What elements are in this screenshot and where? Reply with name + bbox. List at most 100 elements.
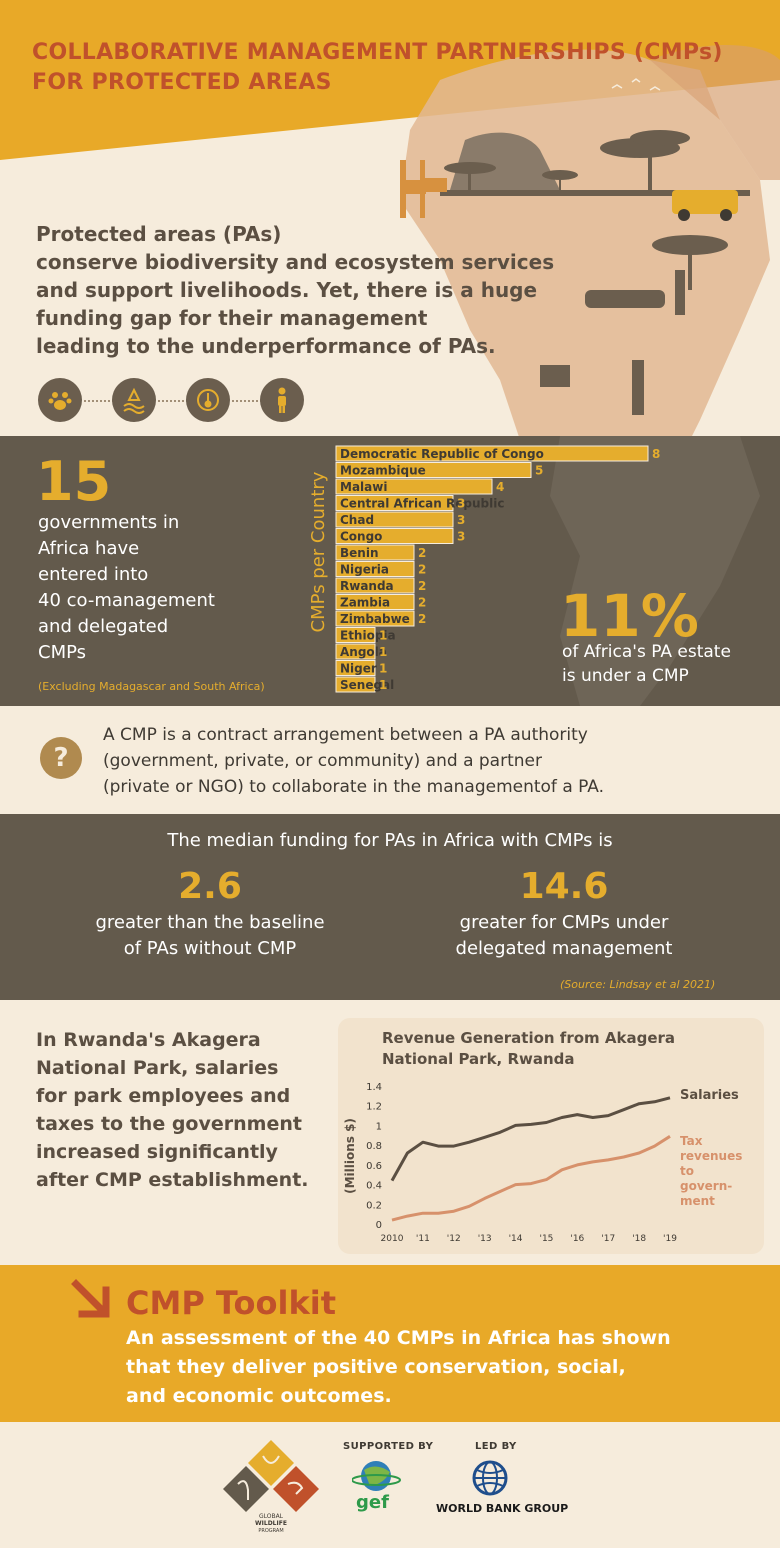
pct-line: of Africa's PA estate xyxy=(562,642,731,662)
gov-line: governments in xyxy=(38,512,180,533)
bar-category-label: Zambia xyxy=(340,596,390,610)
bar-category-label: Zimbabwe xyxy=(340,612,410,626)
bar-axis-label: CMPs per Country xyxy=(308,471,329,632)
gov-line: 40 co-management xyxy=(38,590,215,611)
x-tick-label: '19 xyxy=(663,1234,677,1244)
bar-value-label: 3 xyxy=(457,513,465,527)
government-description: governments in Africa have entered into … xyxy=(38,510,268,666)
chart-title-line: Revenue Generation from Akagera xyxy=(382,1029,676,1047)
series-label-tax: ment xyxy=(680,1194,715,1208)
bar xyxy=(335,577,415,594)
x-tick-label: '15 xyxy=(539,1234,553,1244)
gef-logo-text: gef xyxy=(356,1492,389,1513)
bar-category-label: Senegal xyxy=(340,678,394,692)
x-tick-label: '11 xyxy=(416,1234,430,1244)
definition-line: A CMP is a contract arrangement between … xyxy=(103,725,588,745)
series-line-salaries xyxy=(390,1096,671,1182)
series-label-tax: to xyxy=(680,1164,694,1178)
bar-value-label: 2 xyxy=(418,546,426,560)
bar-category-label: Mozambique xyxy=(340,464,426,478)
gwp-line: WILDLIFE xyxy=(255,1520,287,1527)
bar-value-label: 2 xyxy=(418,563,426,577)
pa-estate-percent: 11% xyxy=(560,582,699,650)
gef-globe-icon xyxy=(352,1461,401,1491)
water-icon xyxy=(112,378,156,422)
bar xyxy=(335,445,649,462)
person-icon xyxy=(260,378,304,422)
definition-line: (government, private, or community) and … xyxy=(103,751,542,771)
gwp-line: PROGRAM xyxy=(258,1528,283,1534)
gov-line: CMPs xyxy=(38,642,87,663)
intro-line: Protected areas (PAs) xyxy=(36,222,282,246)
bar-category-label: Democratic Republic of Congo xyxy=(340,447,544,461)
intro-line: and support livelihoods. Yet, there is a… xyxy=(36,278,538,302)
series-line-tax-revenues xyxy=(391,1135,671,1222)
government-count: 15 xyxy=(36,450,112,513)
pa-estate-description: of Africa's PA estate is under a CMP xyxy=(562,640,772,688)
toolkit-line: and economic outcomes. xyxy=(126,1385,392,1407)
bar xyxy=(335,462,532,478)
bar-value-label: 8 xyxy=(652,447,660,461)
bar xyxy=(335,511,454,528)
title-line-1: COLLABORATIVE MANAGEMENT PARTNERSHIPS (C… xyxy=(32,40,723,65)
bar-axis-label-wrap: CMPs per Country xyxy=(308,471,329,632)
toolkit-title: CMP Toolkit xyxy=(126,1284,336,1322)
rwanda-line: after CMP establishment. xyxy=(36,1169,309,1191)
supported-by-label: SUPPORTED BY xyxy=(343,1441,434,1452)
bar-value-label: 2 xyxy=(418,612,426,626)
africa-shadow xyxy=(550,436,760,706)
bar xyxy=(335,627,376,643)
bar xyxy=(335,561,415,577)
intro-line: funding gap for their management xyxy=(36,306,428,330)
rwanda-line: In Rwanda's Akagera xyxy=(36,1029,261,1051)
bar xyxy=(335,610,415,627)
bar xyxy=(335,528,454,544)
x-tick-label: '13 xyxy=(478,1234,492,1244)
divider-dots xyxy=(232,400,262,402)
gov-line: Africa have xyxy=(38,538,140,559)
rwanda-line: National Park, salaries xyxy=(36,1057,279,1079)
bar-category-label: Congo xyxy=(340,530,382,544)
funding-title: The median funding for PAs in Africa wit… xyxy=(167,830,613,851)
bar-category-label: Malawi xyxy=(340,480,387,494)
cmp-bar-chart: Democratic Republic of Congo 8 Mozambique 5… xyxy=(335,445,660,693)
bar xyxy=(335,495,454,511)
thermometer-icon xyxy=(186,378,230,422)
funding-line: greater for CMPs under xyxy=(459,912,669,933)
funding-baseline-number: 2.6 xyxy=(178,866,242,907)
bar xyxy=(335,478,493,495)
intro-text: Protected areas (PAs) conserve biodivers… xyxy=(36,220,576,360)
bar-category-label: Central African Republic xyxy=(340,497,504,511)
series-label-salaries: Salaries xyxy=(680,1088,739,1103)
y-tick-label: 0 xyxy=(376,1220,382,1231)
bar xyxy=(335,594,415,610)
series-label-tax: revenues xyxy=(680,1149,742,1163)
x-tick-label: '16 xyxy=(570,1234,584,1244)
bar-category-label: Nigeria xyxy=(340,563,389,577)
pct-line: is under a CMP xyxy=(562,666,689,686)
funding-line: of PAs without CMP xyxy=(123,938,297,959)
y-tick-label: 1.2 xyxy=(366,1102,382,1113)
bar-category-label: Niger xyxy=(340,662,377,676)
bar-value-label: 2 xyxy=(418,579,426,593)
bar-value-label: 3 xyxy=(457,497,465,511)
series-label-tax: govern- xyxy=(680,1179,732,1193)
intro-line: conserve biodiversity and ecosystem serv… xyxy=(36,250,555,274)
bar-value-label: 5 xyxy=(535,464,543,478)
line-axis-label: (Millions $) xyxy=(343,1118,357,1194)
bar-category-label: Chad xyxy=(340,513,374,527)
rwanda-text: In Rwanda's Akagera National Park, salar… xyxy=(36,1026,326,1194)
chart-title-line: National Park, Rwanda xyxy=(382,1050,575,1068)
rwanda-line: taxes to the government xyxy=(36,1113,302,1135)
x-tick-label: '12 xyxy=(447,1234,461,1244)
bar-value-label: 1 xyxy=(379,629,387,643)
intro-line: leading to the underperformance of PAs. xyxy=(36,334,496,358)
divider-dots xyxy=(158,400,188,402)
toolkit-text: An assessment of the 40 CMPs in Africa h… xyxy=(126,1324,726,1411)
funding-section xyxy=(0,814,780,1000)
bar-value-label: 2 xyxy=(418,596,426,610)
funding-delegated-text: greater for CMPs under delegated managem… xyxy=(414,910,714,962)
world-bank-group-text: WORLD BANK GROUP xyxy=(436,1502,569,1515)
global-wildlife-program-logo: GLOBAL WILDLIFE PROGRAM xyxy=(223,1440,319,1534)
y-tick-label: 0.2 xyxy=(366,1200,382,1211)
